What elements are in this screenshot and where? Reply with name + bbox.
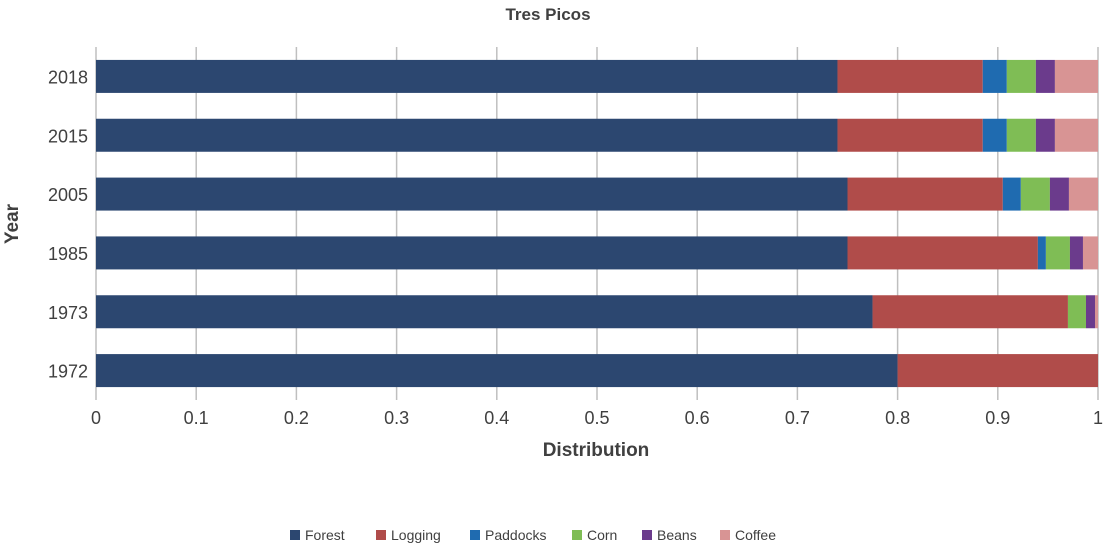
y-tick-label: 2005	[48, 185, 88, 205]
x-axis-label: Distribution	[543, 440, 650, 461]
x-tick-label: 0.3	[384, 408, 409, 428]
legend-swatch-corn	[572, 530, 582, 540]
bar-segment-beans	[1085, 295, 1095, 329]
y-tick-label: 1972	[48, 362, 88, 382]
bar-segment-corn	[1020, 177, 1050, 211]
bar-segment-coffee	[1068, 177, 1098, 211]
legend-label-corn: Corn	[587, 527, 617, 543]
bar-segment-corn	[1067, 295, 1086, 329]
y-tick-label: 1973	[48, 303, 88, 323]
x-tick-label: 0	[91, 408, 101, 428]
x-tick-label: 0.9	[985, 408, 1010, 428]
x-tick-label: 0.6	[685, 408, 710, 428]
bar-segment-logging	[837, 59, 983, 93]
legend-swatch-coffee	[720, 530, 730, 540]
x-tick-label: 0.1	[184, 408, 209, 428]
bar-segment-logging	[837, 118, 983, 152]
legend-label-forest: Forest	[305, 527, 345, 543]
x-tick-label: 0.4	[484, 408, 509, 428]
bar-segment-forest	[96, 118, 838, 152]
legend-swatch-beans	[642, 530, 652, 540]
bar-segment-corn	[1006, 59, 1036, 93]
bar-segment-coffee	[1094, 295, 1098, 329]
bar-segment-forest	[96, 59, 838, 93]
legend-label-paddocks: Paddocks	[485, 527, 546, 543]
chart-title: Tres Picos	[505, 5, 590, 24]
bar-segment-forest	[96, 295, 873, 329]
bar-segment-paddocks	[982, 118, 1007, 152]
bars	[96, 59, 1098, 388]
bar-segment-beans	[1049, 177, 1069, 211]
bar-segment-corn	[1006, 118, 1036, 152]
legend-swatch-paddocks	[470, 530, 480, 540]
bar-segment-coffee	[1054, 59, 1098, 93]
x-tick-label: 0.5	[584, 408, 609, 428]
bar-segment-paddocks	[1002, 177, 1021, 211]
y-tick-labels: 2018 2015 2005 1985 1973 1972	[48, 67, 88, 381]
legend-label-beans: Beans	[657, 527, 697, 543]
legend: Forest Logging Paddocks Corn Beans Coffee	[290, 527, 776, 543]
x-tick-label: 0.7	[785, 408, 810, 428]
x-tick-label: 0.8	[885, 408, 910, 428]
legend-swatch-logging	[376, 530, 386, 540]
y-tick-label: 2018	[48, 67, 88, 87]
legend-swatch-forest	[290, 530, 300, 540]
gridlines	[95, 47, 1099, 400]
y-tick-label: 2015	[48, 126, 88, 146]
y-tick-label: 1985	[48, 244, 88, 264]
x-tick-label: 0.2	[284, 408, 309, 428]
x-tick-labels: 0 0.1 0.2 0.3 0.4 0.5 0.6 0.7 0.8 0.9 1	[91, 408, 1103, 428]
bar-segment-logging	[847, 236, 1038, 270]
bar-segment-coffee	[1082, 236, 1098, 270]
bar-segment-corn	[1045, 236, 1070, 270]
bar-segment-logging	[872, 295, 1068, 329]
bar-segment-beans	[1035, 59, 1055, 93]
bar-segment-forest	[96, 177, 848, 211]
legend-label-coffee: Coffee	[735, 527, 776, 543]
bar-segment-paddocks	[982, 59, 1007, 93]
bar-segment-paddocks	[1037, 236, 1046, 270]
legend-label-logging: Logging	[391, 527, 441, 543]
bar-segment-forest	[96, 354, 898, 388]
bar-segment-beans	[1035, 118, 1055, 152]
bar-segment-logging	[847, 177, 1003, 211]
bar-segment-beans	[1069, 236, 1083, 270]
y-axis-label: Year	[2, 203, 23, 244]
bar-segment-logging	[897, 354, 1098, 388]
x-tick-label: 1	[1093, 408, 1103, 428]
bar-segment-forest	[96, 236, 848, 270]
bar-segment-coffee	[1054, 118, 1098, 152]
